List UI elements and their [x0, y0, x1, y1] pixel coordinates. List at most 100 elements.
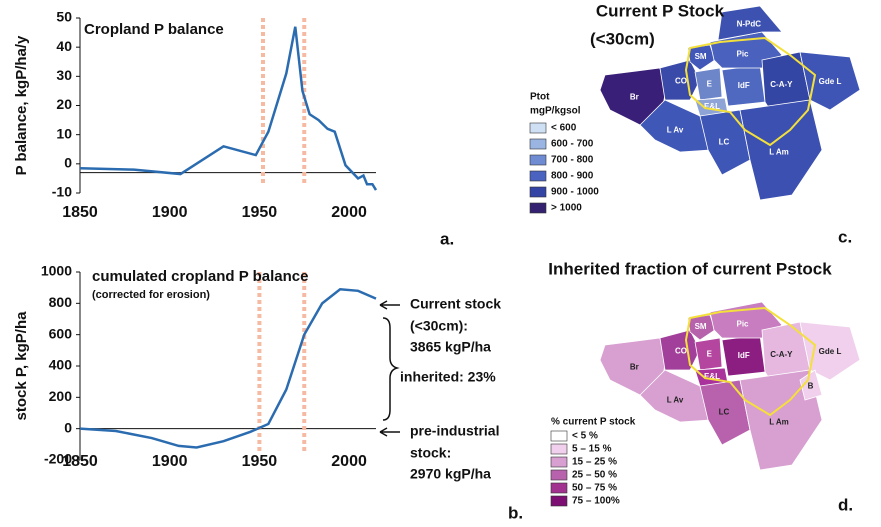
- legend-label: 75 – 100%: [572, 496, 620, 507]
- legend-swatch: [529, 170, 547, 182]
- legend-swatch: [550, 443, 568, 455]
- legend-swatch: [529, 138, 547, 150]
- region-label: IdF: [738, 351, 750, 360]
- annotation: (<30cm):: [410, 318, 468, 334]
- region-label: LC: [719, 137, 730, 146]
- legend-label: 25 – 50 %: [572, 470, 617, 481]
- y-tick-label: 20: [56, 96, 72, 112]
- map-title: Current P Stock: [596, 1, 725, 20]
- x-tick-label: 2000: [331, 453, 367, 470]
- panel-label: a.: [440, 229, 454, 248]
- legend-subtitle: mgP/kgsol: [530, 106, 581, 117]
- legend-label: 50 – 75 %: [572, 483, 617, 494]
- region-label: CO: [675, 347, 687, 356]
- x-tick-label: 1850: [62, 453, 98, 470]
- annotation: 3865 kgP/ha: [410, 339, 491, 355]
- legend-label: 600 - 700: [551, 139, 594, 150]
- legend-label: 15 – 25 %: [572, 457, 617, 468]
- annotation: stock:: [410, 445, 451, 461]
- y-tick-label: 30: [56, 67, 72, 83]
- map-region: [799, 51, 861, 111]
- chart-title: Cropland P balance: [84, 21, 224, 38]
- region-label: Gde L: [819, 347, 842, 356]
- y-tick-label: 400: [49, 357, 73, 373]
- map-region: [799, 321, 861, 381]
- legend-swatch: [529, 154, 547, 166]
- y-axis-label: P balance, kgP/ha/y: [13, 35, 30, 175]
- legend-label: < 5 %: [572, 431, 598, 442]
- legend-swatch: [550, 495, 568, 507]
- x-tick-label: 1950: [242, 204, 278, 221]
- legend-swatch: [550, 482, 568, 494]
- region-label: L Av: [667, 126, 684, 135]
- legend-label: 800 - 900: [551, 171, 594, 182]
- legend-swatch: [529, 122, 547, 134]
- y-tick-label: 800: [49, 294, 73, 310]
- region-label: Gde L: [819, 77, 842, 86]
- region-label: E&L: [704, 372, 720, 381]
- x-tick-label: 1850: [62, 204, 98, 221]
- y-tick-label: 200: [49, 388, 73, 404]
- region-label: N-PdC: [737, 20, 762, 29]
- region-label: E: [707, 349, 713, 358]
- data-line: [79, 287, 377, 449]
- region-label: SM: [695, 322, 707, 331]
- region-label: B: [808, 381, 814, 390]
- arrow: [379, 427, 400, 437]
- legend-swatch: [550, 469, 568, 481]
- map-region: [717, 5, 783, 41]
- map-region: [699, 109, 751, 176]
- data-line: [79, 26, 378, 191]
- y-tick-label: 600: [49, 325, 73, 341]
- region-label: IdF: [738, 81, 750, 90]
- legend-swatch: [550, 456, 568, 468]
- region-label: C-A-Y: [770, 80, 793, 89]
- legend-label: > 1000: [551, 203, 582, 214]
- y-tick-label: 10: [56, 125, 72, 141]
- y-tick-label: -200: [44, 451, 72, 467]
- legend-title: % current P stock: [551, 417, 636, 428]
- y-tick-label: -10: [52, 184, 72, 200]
- brace: [382, 317, 400, 421]
- annotation: inherited: 23%: [400, 369, 496, 385]
- x-tick-label: 1900: [152, 453, 188, 470]
- map-region: [694, 67, 723, 101]
- legend-swatch: [529, 202, 547, 214]
- annotation: pre-industrial: [410, 423, 499, 439]
- panel-label: b.: [508, 503, 523, 522]
- region-label: Br: [630, 363, 639, 372]
- legend-title: Ptot: [530, 92, 550, 103]
- annotation: Current stock: [410, 296, 501, 312]
- study-outline: [684, 306, 817, 417]
- legend-label: < 600: [551, 123, 577, 134]
- legend-swatch: [550, 430, 568, 442]
- region-label: Pic: [736, 319, 749, 328]
- study-outline: [684, 36, 817, 147]
- region-label: E&L: [704, 102, 720, 111]
- legend-label: 700 - 800: [551, 155, 594, 166]
- chart-title: cumulated cropland P balance: [92, 268, 308, 285]
- y-axis-label: stock P, kgP/ha: [13, 311, 30, 421]
- region-label: Br: [630, 93, 639, 102]
- arrow: [379, 300, 400, 310]
- x-tick-label: 1900: [152, 204, 188, 221]
- region-label: L Am: [769, 418, 789, 427]
- chart-subtitle: (corrected for erosion): [92, 289, 210, 301]
- y-tick-label: 50: [56, 9, 72, 25]
- region-label: L Av: [667, 396, 684, 405]
- legend-swatch: [529, 186, 547, 198]
- map-title: Inherited fraction of current Pstock: [548, 259, 832, 278]
- region-label: LC: [719, 407, 730, 416]
- y-tick-label: 40: [56, 38, 72, 54]
- region-label: CO: [675, 77, 687, 86]
- x-tick-label: 1950: [242, 453, 278, 470]
- legend-label: 5 – 15 %: [572, 444, 612, 455]
- map-subtitle: (<30cm): [590, 29, 655, 48]
- region-label: Pic: [736, 49, 749, 58]
- region-label: C-A-Y: [770, 350, 793, 359]
- map-region: [699, 379, 751, 446]
- panel-label: c.: [838, 227, 852, 246]
- y-tick-label: 0: [64, 419, 72, 435]
- map-region: [694, 337, 723, 371]
